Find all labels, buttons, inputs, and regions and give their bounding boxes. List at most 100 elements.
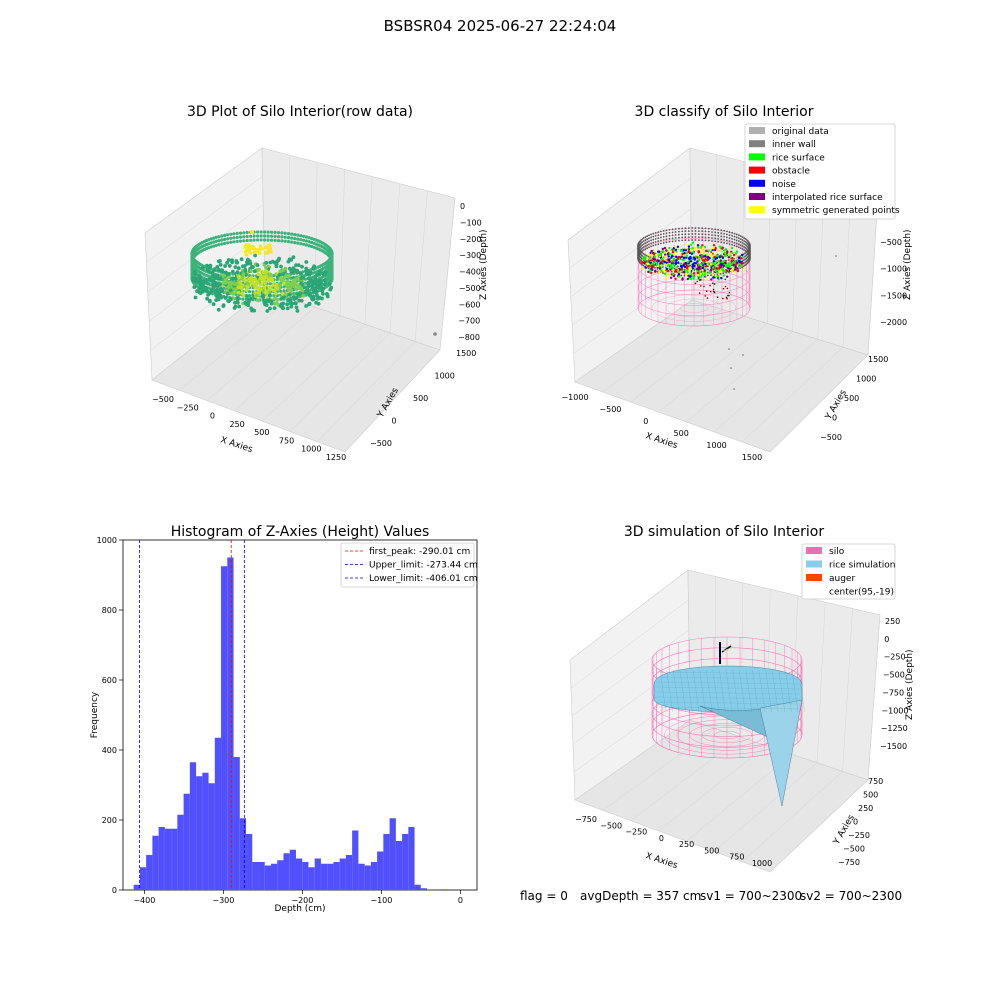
- p3-xlabel: Depth (cm): [274, 904, 325, 914]
- p2-ztick-2: −1000: [880, 265, 907, 274]
- p4-ztick-4: −750: [882, 688, 904, 697]
- p1-point-cloud: [190, 230, 437, 336]
- panel1-title: 3D Plot of Silo Interior(row data): [186, 104, 414, 120]
- p4-xlabel: X Axies: [644, 851, 679, 871]
- p4-ytick-0: −750: [838, 858, 860, 867]
- p4-ztick-2: −250: [884, 653, 906, 662]
- p3-xtick-4: 0: [458, 896, 463, 905]
- p2-outlier-3: [733, 388, 735, 390]
- p3-bar-31: [327, 863, 334, 890]
- p2-legend-swatch-6: [749, 206, 765, 214]
- p4-xtick-0: −750: [575, 815, 597, 824]
- p3-bar-22: [271, 863, 278, 890]
- p3-ytick-0: 0: [112, 886, 117, 895]
- p2-classified-points: [637, 227, 837, 390]
- p3-bar-28: [308, 867, 315, 890]
- p4-legend-label-0: silo: [829, 547, 845, 557]
- p3-bar-38: [370, 862, 378, 890]
- p3-bar-24: [283, 853, 290, 890]
- p3-ytick-1: 200: [102, 816, 117, 825]
- p3-histogram-bars: [133, 557, 446, 890]
- p3-bar-3: [152, 835, 159, 890]
- p1-xtick-3: 250: [230, 420, 245, 429]
- status-sv2: sv2 = 700~2300: [800, 889, 903, 903]
- p2-zlabel: Z Axies (Depth): [903, 229, 913, 300]
- p3-bar-11: [202, 772, 209, 890]
- p1-ztick-6: −600: [459, 300, 481, 309]
- p3-bar-36: [358, 863, 365, 890]
- p4-xtick-2: −250: [625, 828, 647, 837]
- p1-ytick-2: 500: [413, 394, 428, 403]
- p4-ytick-3: 0: [853, 818, 858, 827]
- p4-legend-label-2: auger: [829, 574, 855, 584]
- p2-legend-swatch-0: [749, 127, 765, 134]
- p3-ylabel: Frequency: [90, 691, 100, 738]
- p3-bar-23: [277, 860, 284, 890]
- status-sv1: sv1 = 700~2300: [700, 889, 803, 903]
- p3-bar-20: [258, 862, 265, 890]
- p2-legend-box: [744, 123, 896, 220]
- p4-ytick-1: −500: [843, 845, 865, 854]
- p2-xtick-3: 500: [674, 429, 689, 438]
- p3-ytick-3: 600: [102, 676, 117, 685]
- p2-xtick-2: 0: [643, 417, 648, 426]
- p3-bar-26: [295, 858, 303, 890]
- p3-ytick-5: 1000: [97, 536, 117, 545]
- panel2-title: 3D classify of Silo Interior: [634, 104, 814, 120]
- figure-title: BSBSR04 2025-06-27 22:24:04: [383, 17, 617, 35]
- p2-ztick-1: −500: [880, 238, 902, 247]
- p1-ztick-0: 0: [460, 202, 465, 211]
- p2-legend-swatch-2: [749, 153, 765, 161]
- p4-legend-swatch-1: [806, 560, 822, 568]
- p4-legend-swatch-2: [806, 574, 822, 581]
- p4-ztick-5: −1000: [881, 706, 908, 715]
- status-flag: flag = 0: [520, 889, 568, 903]
- p3-bar-32: [333, 862, 340, 890]
- p3-bar-44: [408, 827, 415, 890]
- p3-bar-39: [377, 851, 384, 890]
- p1-ztick-1: −100: [460, 218, 482, 227]
- p1-zlabel: Z Axies (Depth): [479, 229, 489, 300]
- p2-legend-label-4: noise: [772, 180, 796, 190]
- p3-bar-7: [177, 814, 184, 890]
- p4-rice-funnel-right: [759, 699, 803, 807]
- p3-bar-8: [183, 793, 190, 890]
- panel3-plot: −400 −300 −200 −100 0 0 200 400 600 800 1000 Depth…: [90, 536, 478, 914]
- p1-ytick-1: 0: [392, 417, 397, 426]
- p2-ytick-4: 1500: [868, 355, 888, 364]
- p4-xtick-3: 0: [659, 834, 664, 843]
- p1-ztick-8: −800: [458, 333, 480, 342]
- p3-bar-14: [221, 566, 228, 890]
- p4-ztick-7: −1500: [880, 742, 907, 751]
- p4-ztick-0: 250: [885, 617, 900, 626]
- p2-ztick-4: −2000: [880, 318, 907, 327]
- p2-legend-label-0: original data: [772, 127, 829, 137]
- status-avg-depth: avgDepth = 357 cm: [580, 889, 702, 903]
- p3-bar-41: [389, 818, 396, 890]
- p1-xtick-1: −250: [177, 403, 199, 412]
- p3-bar-2: [146, 855, 153, 890]
- p2-legend-swatch-3: [749, 166, 765, 174]
- p2-legend-label-2: rice surface: [772, 153, 825, 163]
- p3-bar-21: [264, 865, 271, 890]
- p4-xtick-6: 750: [729, 853, 744, 862]
- p4-ytick-2: −250: [848, 831, 870, 840]
- p4-ztick-6: −1250: [881, 724, 908, 733]
- p2-outlier-2: [730, 367, 732, 369]
- p1-xtick-0: −500: [152, 395, 174, 404]
- panel2-plot: −1000−500050010001500−5000500100015000−5…: [561, 123, 913, 462]
- p3-bar-9: [189, 762, 197, 890]
- p3-bar-30: [320, 863, 328, 890]
- p3-bar-40: [383, 834, 390, 890]
- p3-bar-15: [227, 557, 234, 890]
- p3-bar-1: [139, 867, 147, 890]
- p3-ytick-2: 400: [102, 746, 117, 755]
- p2-xtick-1: −500: [599, 405, 621, 414]
- p3-bar-45: [414, 884, 421, 890]
- p3-bar-19: [252, 862, 259, 890]
- p1-gridlines: [144, 147, 456, 453]
- p3-ytick-4: 800: [102, 606, 117, 615]
- p3-reference-lines: [139, 540, 245, 890]
- p3-legend-label-0: first_peak: -290.01 cm: [369, 547, 470, 557]
- p4-legend-box: [801, 543, 896, 600]
